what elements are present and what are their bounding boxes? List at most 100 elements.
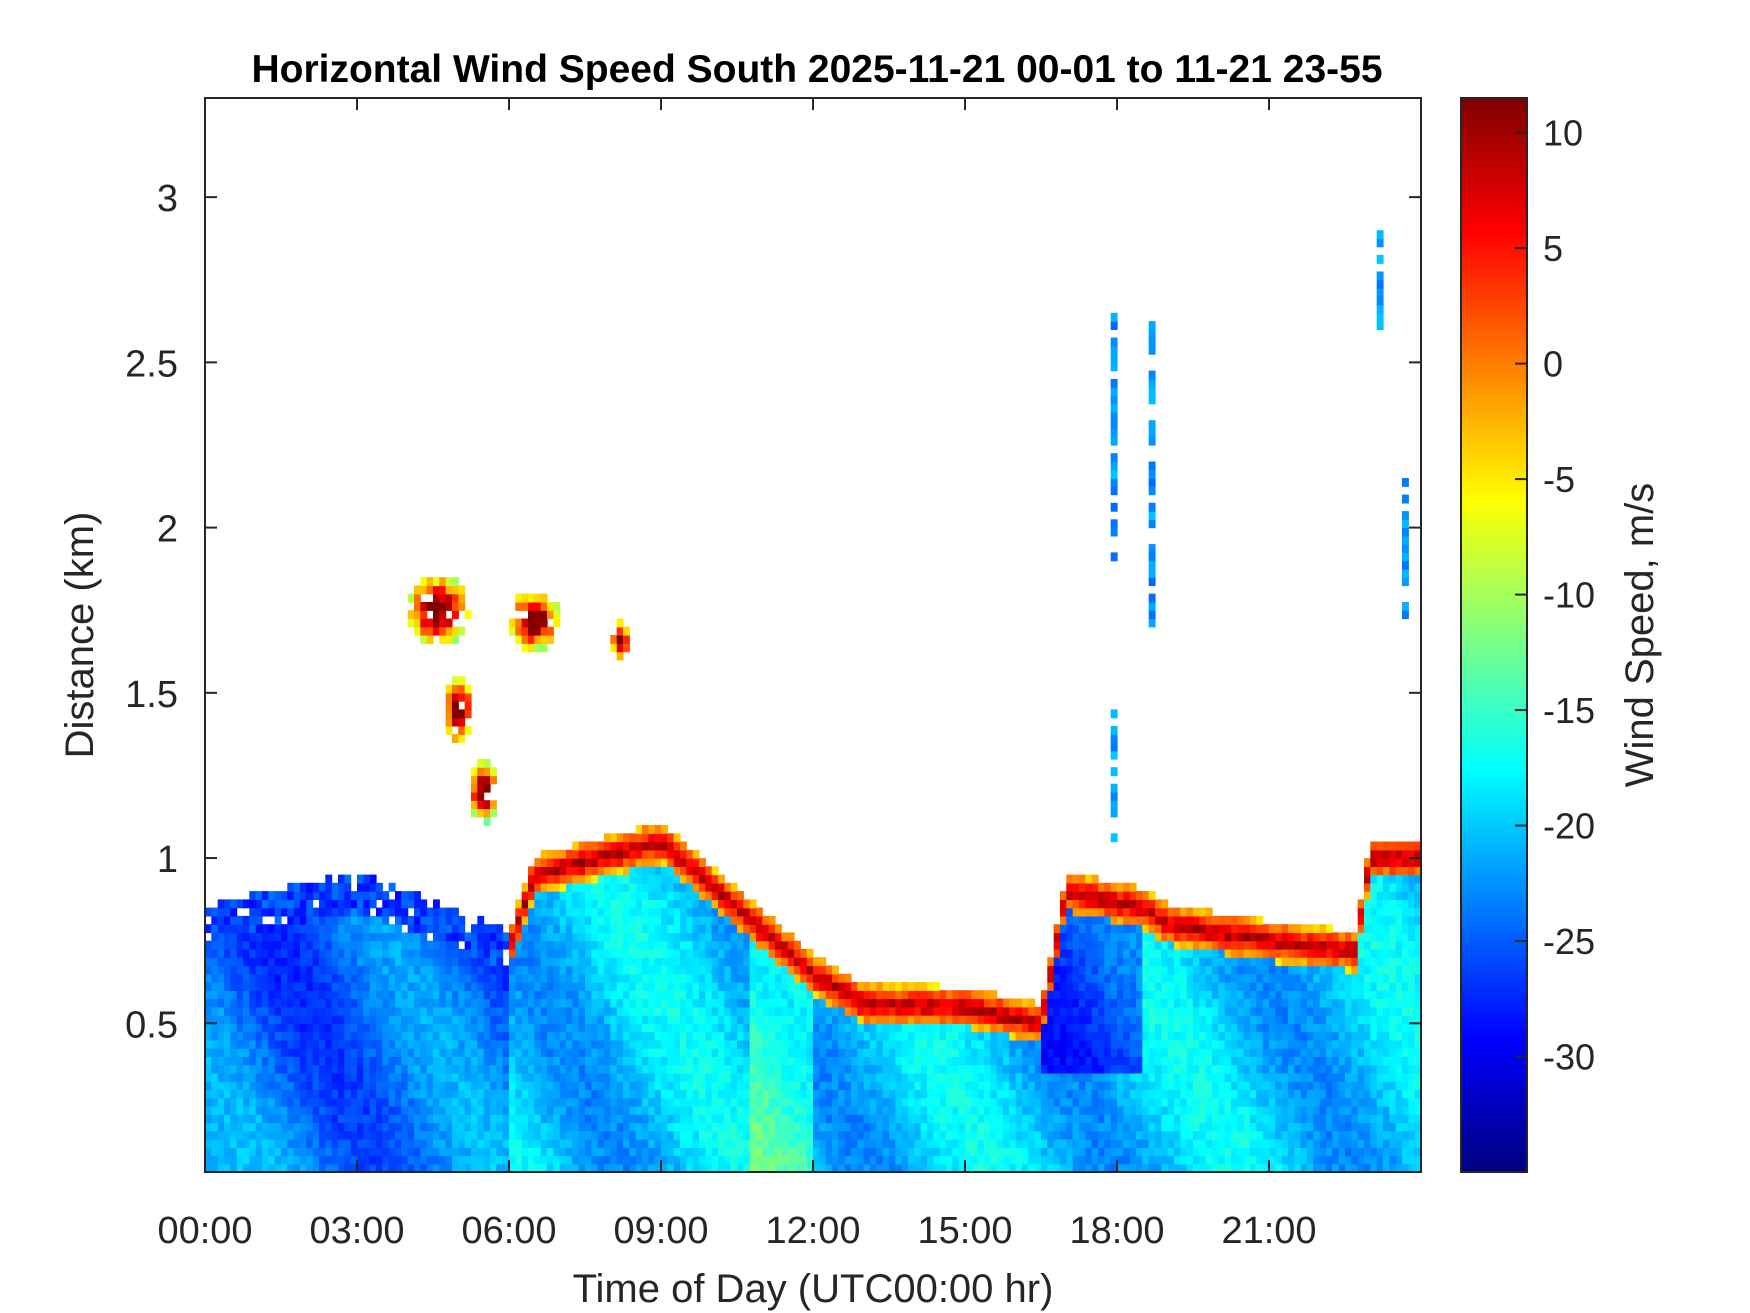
heatmap-cell: [331, 932, 339, 942]
heatmap-cell: [395, 1155, 402, 1165]
heatmap-cell: [243, 965, 250, 975]
heatmap-cell: [749, 990, 757, 1000]
heatmap-cell: [1142, 998, 1150, 1008]
heatmap-cell: [813, 1039, 820, 1049]
heatmap-cell: [325, 1023, 333, 1033]
heatmap-cell: [433, 1089, 440, 1099]
heatmap-cell: [756, 1048, 763, 1057]
heatmap-cell: [996, 1130, 1004, 1140]
heatmap-cell: [439, 1056, 447, 1066]
heatmap-cell: [1009, 1105, 1017, 1115]
heatmap-cell: [312, 1114, 320, 1124]
heatmap-cell: [724, 924, 732, 934]
heatmap-cell: [876, 1163, 884, 1173]
heatmap-cell: [1053, 1122, 1061, 1132]
heatmap-cell: [1015, 1155, 1023, 1165]
heatmap-cell: [369, 1114, 377, 1124]
heatmap-cell: [914, 1056, 922, 1066]
heatmap-cell: [433, 1097, 440, 1107]
heatmap-cell: [863, 1155, 871, 1165]
heatmap-cell: [616, 1015, 624, 1024]
heatmap-cell: [553, 907, 561, 917]
heatmap-cell: [496, 1089, 504, 1099]
heatmap-cell: [1104, 932, 1112, 942]
heatmap-cell: [876, 1089, 884, 1099]
heatmap-cell: [1148, 1048, 1156, 1057]
heatmap-cell: [572, 882, 580, 892]
heatmap-cell: [281, 1155, 288, 1165]
heatmap-cell: [521, 643, 529, 653]
heatmap-cell: [319, 1122, 326, 1132]
heatmap-cell: [616, 874, 624, 884]
heatmap-cell: [1060, 1114, 1067, 1124]
heatmap-cell: [800, 1048, 808, 1057]
heatmap-cell: [635, 940, 643, 950]
heatmap-cell: [623, 1039, 630, 1049]
heatmap-cell: [477, 973, 485, 983]
heatmap-cell: [1142, 932, 1150, 942]
heatmap-cell: [1060, 1139, 1067, 1148]
heatmap-cell: [952, 1130, 960, 1140]
heatmap-cell: [686, 1081, 694, 1090]
heatmap-cell: [534, 858, 542, 867]
heatmap-cell: [958, 1114, 966, 1124]
heatmap-cell: [914, 1122, 922, 1132]
heatmap-cell: [749, 932, 757, 942]
heatmap-cell: [452, 1122, 459, 1132]
heatmap-cell: [920, 990, 928, 1000]
heatmap-cell: [205, 1072, 212, 1082]
heatmap-cell: [629, 1006, 637, 1016]
heatmap-cell: [616, 1155, 624, 1165]
heatmap-cell: [1155, 1105, 1162, 1115]
heatmap-cell: [401, 957, 409, 967]
heatmap-cell: [901, 1105, 909, 1115]
heatmap-cell: [1110, 709, 1118, 719]
heatmap-cell: [490, 965, 497, 975]
heatmap-cell: [300, 924, 307, 934]
heatmap-cell: [1148, 1147, 1156, 1157]
heatmap-cell: [718, 874, 725, 884]
heatmap-cell: [496, 1139, 504, 1148]
heatmap-cell: [471, 775, 478, 785]
heatmap-cell: [515, 1023, 523, 1033]
heatmap-cell: [597, 891, 605, 900]
heatmap-cell: [927, 1089, 934, 1099]
heatmap-cell: [547, 1056, 554, 1066]
heatmap-cell: [578, 1056, 586, 1066]
heatmap-cell: [319, 1039, 326, 1049]
heatmap-cell: [420, 635, 428, 644]
heatmap-cell: [718, 1122, 725, 1132]
heatmap-cell: [597, 973, 605, 983]
heatmap-cell: [756, 982, 763, 991]
heatmap-cell: [819, 1089, 827, 1099]
heatmap-cell: [1085, 907, 1093, 917]
heatmap-cell: [661, 940, 668, 950]
heatmap-cell: [1110, 783, 1118, 793]
heatmap-cell: [882, 1105, 890, 1115]
heatmap-cell: [895, 1048, 903, 1057]
heatmap-cell: [350, 940, 358, 950]
heatmap-cell: [382, 1114, 390, 1124]
heatmap-cell: [692, 858, 700, 867]
heatmap-cell: [483, 758, 491, 768]
heatmap-cell: [806, 948, 814, 958]
heatmap-cell: [857, 1056, 865, 1066]
heatmap-cell: [572, 858, 580, 867]
heatmap-cell: [1079, 932, 1086, 942]
heatmap-cell: [357, 990, 364, 1000]
heatmap-cell: [610, 1039, 618, 1049]
heatmap-cell: [1053, 932, 1061, 942]
heatmap-cell: [730, 1015, 738, 1024]
heatmap-cell: [300, 1163, 307, 1173]
heatmap-cell: [1003, 1130, 1010, 1140]
heatmap-cell: [477, 1130, 485, 1140]
heatmap-cell: [236, 1072, 244, 1082]
heatmap-cell: [205, 1114, 212, 1124]
heatmap-cell: [382, 973, 390, 983]
heatmap-cell: [1098, 973, 1105, 983]
heatmap-cell: [661, 849, 668, 859]
heatmap-cell: [711, 1081, 719, 1090]
heatmap-cell: [1123, 1163, 1131, 1173]
heatmap-cell: [452, 593, 459, 603]
heatmap-cell: [382, 1163, 390, 1173]
